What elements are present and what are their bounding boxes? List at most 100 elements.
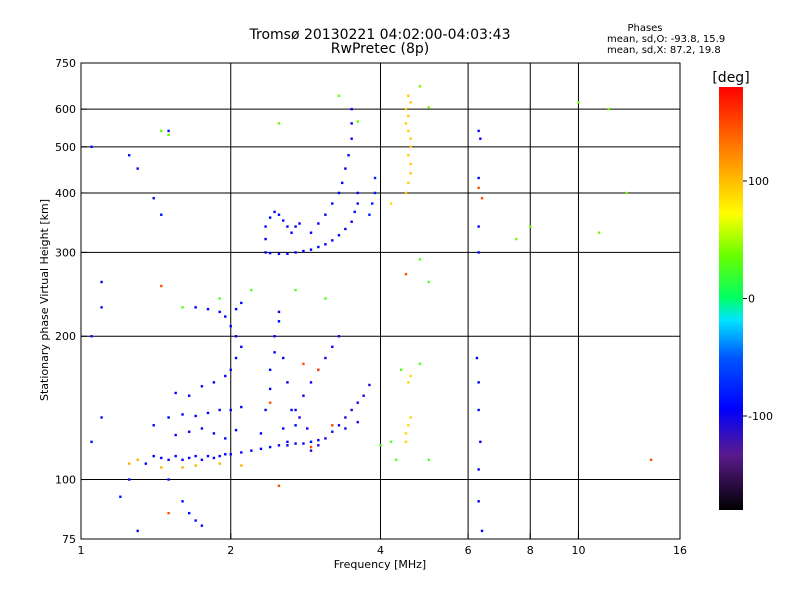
- data-point: [409, 374, 412, 378]
- data-point: [224, 374, 227, 378]
- data-point: [331, 345, 334, 349]
- data-point: [337, 191, 341, 195]
- data-point: [302, 442, 305, 445]
- data-point: [218, 454, 221, 458]
- data-point: [90, 440, 93, 444]
- x-tick-label: 16: [673, 544, 687, 557]
- data-point: [90, 335, 93, 338]
- data-point: [418, 85, 422, 88]
- data-point: [368, 213, 371, 216]
- chart-title: Tromsø 20130221 04:02:00-04:03:43: [249, 27, 511, 43]
- data-point: [181, 306, 184, 309]
- data-point: [356, 420, 359, 424]
- x-tick-label: 8: [527, 544, 534, 557]
- chart-subtitle: RwPretec (8p): [331, 41, 429, 57]
- data-point: [309, 248, 313, 251]
- data-point: [144, 462, 148, 465]
- data-point: [240, 405, 243, 409]
- data-point: [240, 301, 243, 305]
- data-point: [337, 424, 341, 427]
- data-point: [136, 529, 139, 533]
- data-point: [273, 210, 276, 214]
- data-point: [136, 458, 139, 462]
- data-point: [224, 437, 227, 440]
- data-point: [529, 225, 532, 228]
- data-point: [160, 466, 163, 469]
- data-point: [268, 387, 272, 391]
- data-point: [187, 430, 191, 433]
- data-point: [277, 310, 281, 314]
- data-point: [160, 213, 163, 216]
- data-point: [273, 335, 276, 338]
- data-point: [218, 462, 221, 465]
- colorbar-tick-label: 0: [748, 293, 755, 306]
- data-point: [515, 237, 518, 241]
- data-point: [427, 106, 430, 109]
- y-tick-label: 200: [55, 330, 76, 343]
- data-point: [268, 251, 272, 255]
- data-point: [477, 381, 480, 384]
- data-point: [206, 454, 210, 458]
- x-tick-label: 4: [377, 544, 384, 557]
- data-point: [324, 437, 327, 440]
- data-point: [407, 424, 410, 427]
- data-point: [317, 368, 320, 372]
- data-point: [340, 181, 344, 185]
- data-point: [100, 306, 103, 309]
- y-tick-label: 600: [55, 103, 76, 116]
- data-point: [234, 335, 238, 338]
- data-point: [273, 351, 276, 354]
- data-point: [282, 427, 285, 430]
- data-point: [294, 408, 297, 412]
- colorbar-tick-label: 100: [748, 175, 769, 188]
- data-point: [160, 284, 163, 288]
- data-point: [167, 458, 170, 462]
- data-point: [337, 234, 341, 237]
- y-tick-label: 75: [62, 533, 76, 546]
- data-point: [194, 306, 197, 309]
- data-point: [218, 408, 221, 412]
- data-point: [404, 107, 408, 111]
- data-point: [356, 202, 359, 205]
- data-point: [479, 137, 482, 140]
- data-point: [597, 231, 601, 234]
- data-point: [337, 94, 341, 97]
- data-point: [368, 383, 371, 387]
- data-point: [409, 145, 412, 149]
- data-point: [480, 196, 484, 200]
- data-point: [302, 362, 305, 366]
- data-point: [240, 451, 243, 454]
- data-point: [344, 416, 347, 419]
- data-point: [649, 458, 653, 462]
- x-tick-label: 2: [227, 544, 234, 557]
- data-point: [350, 137, 353, 140]
- data-point: [480, 529, 484, 533]
- data-point: [264, 251, 267, 254]
- data-point: [229, 368, 232, 372]
- data-point: [389, 440, 393, 444]
- data-point: [212, 381, 216, 384]
- data-point: [309, 440, 313, 444]
- data-point: [290, 408, 293, 412]
- data-point: [152, 424, 155, 427]
- data-point: [264, 237, 267, 241]
- data-point: [407, 114, 410, 118]
- data-point: [194, 454, 197, 458]
- data-point: [294, 442, 297, 445]
- data-point: [167, 133, 170, 136]
- data-point: [477, 251, 480, 254]
- data-point: [404, 122, 408, 125]
- data-point: [350, 220, 353, 223]
- data-point: [317, 438, 320, 442]
- data-point: [337, 335, 341, 338]
- grid-lines: [81, 63, 680, 539]
- data-point: [302, 249, 305, 253]
- data-point: [317, 444, 320, 447]
- data-point: [404, 440, 408, 444]
- data-point: [286, 225, 289, 228]
- data-point: [577, 101, 580, 104]
- data-point: [324, 356, 327, 360]
- data-point: [194, 519, 197, 522]
- data-point: [353, 210, 356, 214]
- data-point: [194, 464, 197, 467]
